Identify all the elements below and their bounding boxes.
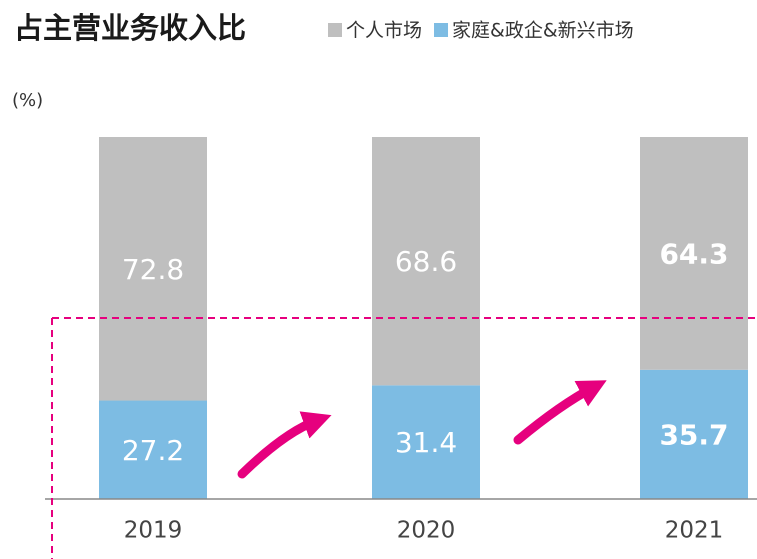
bar-segment [372, 385, 480, 499]
bar-segment [372, 137, 480, 386]
plot: 27.2 72.8 2019 31.4 68.6 2020 35.7 64.3 2021 [99, 137, 748, 544]
x-tick-label: 2021 [665, 518, 724, 544]
trend-arrow [237, 411, 332, 479]
legend-label: 家庭&政企&新兴市场 [452, 20, 634, 42]
highlight-box [51, 317, 757, 559]
legend-label: 个人市场 [346, 20, 422, 42]
legend: 个人市场 家庭&政企&新兴市场 [328, 20, 634, 42]
x-tick-label: 2019 [124, 518, 183, 544]
bar-segment [99, 400, 207, 499]
data-label: 72.8 [122, 253, 184, 286]
data-label: 64.3 [659, 237, 728, 270]
legend-swatch [434, 23, 449, 37]
data-label: 35.7 [659, 418, 728, 451]
bar-segment [640, 137, 748, 370]
legend-swatch [328, 23, 342, 37]
data-label: 27.2 [122, 434, 184, 467]
trend-arrow [513, 380, 607, 445]
bar-segment [99, 137, 207, 401]
data-label: 68.6 [395, 245, 457, 278]
bar-segment [640, 369, 748, 499]
x-tick-label: 2020 [397, 518, 456, 544]
data-label: 31.4 [395, 426, 457, 459]
chart-title: 占主营业务收入比 [14, 11, 246, 45]
y-axis-label: (%) [12, 90, 43, 111]
